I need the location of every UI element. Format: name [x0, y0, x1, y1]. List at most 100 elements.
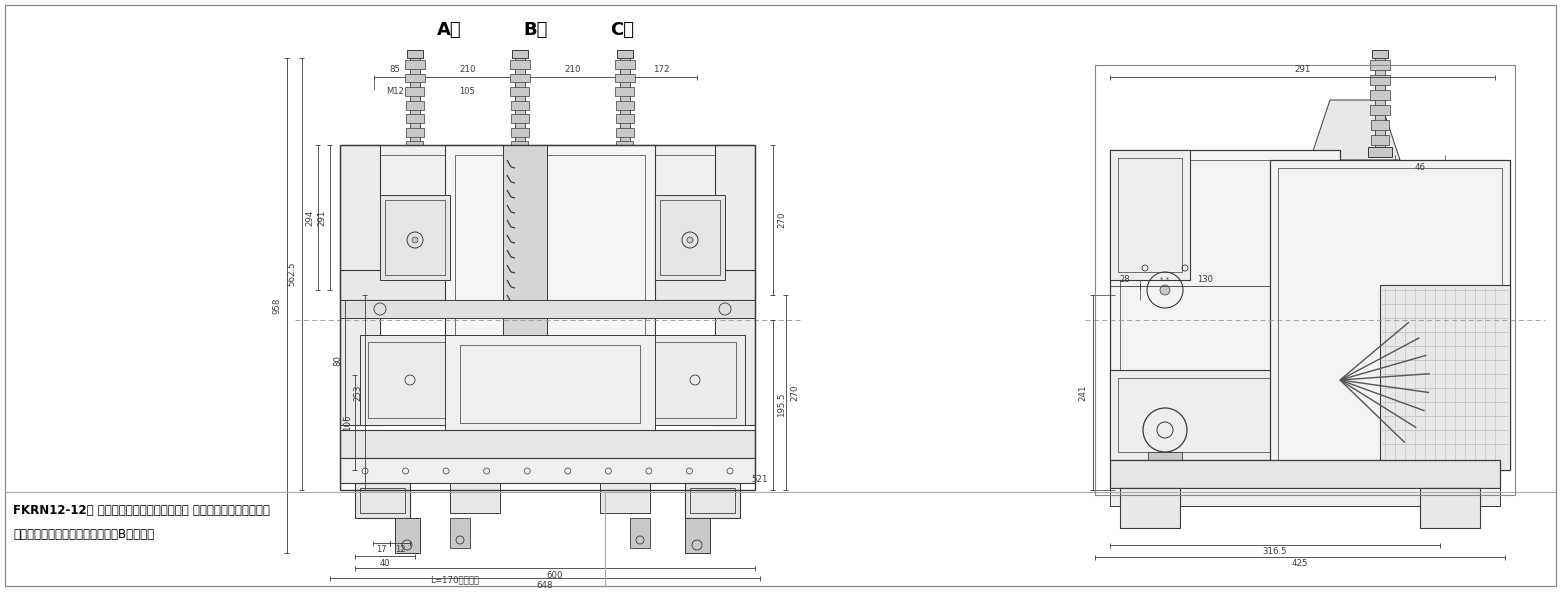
- Text: 958: 958: [273, 297, 281, 313]
- Bar: [660, 200, 720, 275]
- Text: 316.5: 316.5: [1263, 548, 1288, 557]
- Bar: [445, 145, 656, 425]
- Circle shape: [687, 237, 693, 243]
- Bar: [406, 114, 425, 123]
- Bar: [1371, 105, 1389, 115]
- Bar: [411, 58, 420, 160]
- Bar: [1371, 90, 1389, 100]
- Polygon shape: [495, 200, 556, 270]
- Bar: [512, 50, 528, 58]
- Bar: [354, 483, 411, 518]
- Text: A相: A相: [437, 21, 462, 39]
- Bar: [370, 155, 740, 270]
- Bar: [1278, 168, 1502, 462]
- Bar: [715, 145, 756, 425]
- Bar: [450, 483, 500, 513]
- Bar: [406, 128, 423, 136]
- Text: 17: 17: [376, 545, 387, 554]
- Bar: [1380, 285, 1509, 470]
- Bar: [368, 342, 453, 418]
- Bar: [340, 300, 756, 318]
- Text: 106: 106: [343, 414, 353, 431]
- Bar: [406, 73, 425, 82]
- Text: M12: M12: [386, 86, 404, 95]
- Text: 40: 40: [379, 558, 390, 567]
- Bar: [404, 60, 425, 69]
- Text: 85: 85: [389, 66, 400, 74]
- Bar: [617, 50, 634, 58]
- Bar: [510, 114, 529, 123]
- Bar: [1118, 158, 1182, 272]
- Bar: [1375, 58, 1385, 155]
- Bar: [1371, 135, 1389, 145]
- Bar: [1110, 460, 1500, 488]
- Text: 648: 648: [537, 581, 553, 589]
- Text: 210: 210: [564, 66, 581, 74]
- Text: 172: 172: [652, 66, 670, 74]
- Bar: [1371, 60, 1389, 70]
- Bar: [450, 518, 470, 548]
- Bar: [1094, 65, 1516, 495]
- Bar: [615, 101, 634, 110]
- Bar: [454, 155, 645, 415]
- Bar: [1119, 488, 1180, 528]
- Polygon shape: [379, 200, 450, 270]
- Bar: [510, 101, 529, 110]
- Bar: [1372, 50, 1388, 58]
- Bar: [656, 195, 724, 280]
- Bar: [395, 518, 420, 553]
- Bar: [512, 141, 529, 150]
- Text: 562.5: 562.5: [287, 262, 297, 286]
- Bar: [685, 518, 710, 553]
- Text: B相: B相: [524, 21, 548, 39]
- Text: 521: 521: [752, 476, 768, 485]
- Text: 80: 80: [334, 355, 342, 365]
- Bar: [361, 335, 460, 425]
- Bar: [506, 152, 535, 162]
- Text: C相: C相: [610, 21, 634, 39]
- Bar: [361, 488, 404, 513]
- Bar: [1371, 120, 1389, 130]
- Bar: [379, 195, 450, 280]
- Bar: [685, 483, 740, 518]
- Bar: [406, 141, 423, 150]
- Bar: [1110, 370, 1339, 460]
- Bar: [615, 73, 635, 82]
- Bar: [1118, 378, 1332, 452]
- Text: 253: 253: [353, 384, 362, 401]
- Circle shape: [412, 237, 418, 243]
- Bar: [690, 488, 735, 513]
- Bar: [645, 335, 745, 425]
- Text: 425: 425: [1293, 560, 1308, 569]
- Bar: [1110, 150, 1189, 280]
- Polygon shape: [1310, 100, 1400, 160]
- Bar: [1421, 488, 1480, 528]
- Bar: [1110, 150, 1339, 460]
- Text: 46: 46: [1414, 163, 1425, 172]
- Text: 600: 600: [546, 570, 564, 579]
- Bar: [1367, 147, 1392, 157]
- Bar: [503, 145, 546, 340]
- Bar: [400, 152, 429, 162]
- Bar: [510, 87, 529, 96]
- Bar: [615, 60, 635, 69]
- Bar: [615, 87, 634, 96]
- Text: 210: 210: [459, 66, 476, 74]
- Bar: [515, 58, 524, 160]
- Bar: [386, 200, 445, 275]
- Bar: [340, 458, 756, 483]
- Text: * *: * *: [1160, 277, 1169, 283]
- Bar: [340, 145, 756, 490]
- Bar: [406, 101, 425, 110]
- Text: 195.5: 195.5: [777, 393, 787, 417]
- Bar: [1371, 75, 1389, 85]
- Bar: [599, 483, 649, 513]
- Text: 241: 241: [1079, 384, 1088, 401]
- Bar: [510, 73, 529, 82]
- Text: 291: 291: [317, 209, 326, 226]
- Bar: [340, 145, 379, 425]
- Bar: [617, 114, 634, 123]
- Bar: [610, 152, 640, 162]
- Bar: [340, 430, 756, 458]
- Bar: [1119, 160, 1330, 450]
